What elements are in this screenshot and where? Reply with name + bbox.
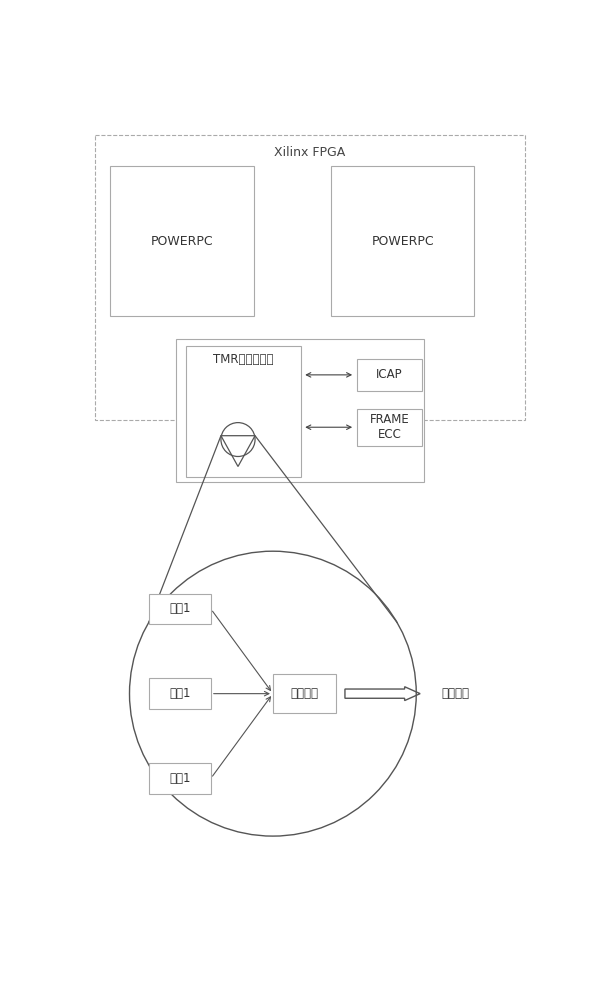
Bar [331, 166, 474, 316]
Text: POWERPC: POWERPC [371, 235, 434, 248]
Text: Xilinx FPGA: Xilinx FPGA [274, 146, 346, 159]
Text: POWERPC: POWERPC [150, 235, 213, 248]
Bar [95, 135, 525, 420]
Bar [149, 763, 211, 794]
Bar [356, 409, 423, 446]
Text: FRAME
ECC: FRAME ECC [370, 413, 409, 441]
Text: TMR监控器模块: TMR监控器模块 [213, 353, 274, 366]
Bar [149, 678, 211, 709]
Bar [110, 166, 253, 316]
Bar [273, 674, 337, 713]
Bar [149, 594, 211, 624]
Bar [356, 359, 423, 391]
Text: 模块1: 模块1 [169, 772, 191, 785]
Text: 表决结果: 表决结果 [441, 687, 469, 700]
Text: ICAP: ICAP [376, 368, 403, 381]
Text: 投票表决: 投票表决 [291, 687, 318, 700]
Bar [176, 339, 424, 482]
Bar [186, 346, 301, 477]
Text: 模块1: 模块1 [169, 687, 191, 700]
Text: 模块1: 模块1 [169, 602, 191, 615]
